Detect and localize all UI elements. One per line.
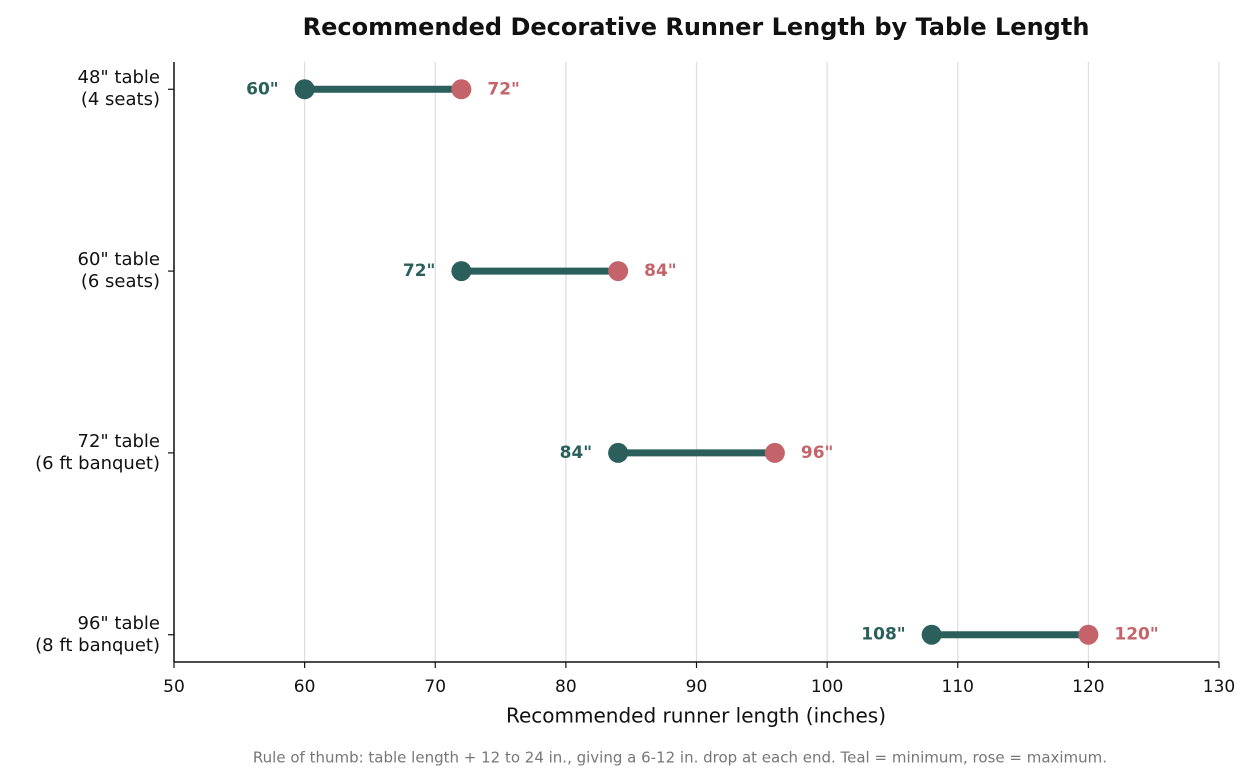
x-tick-label: 90 [686,677,708,697]
y-tick-label: 72" table (6 ft banquet) [35,430,160,474]
max-label: 96" [801,443,834,463]
footnote: Rule of thumb: table length + 12 to 24 i… [253,749,1107,767]
max-dot [608,261,629,282]
min-dot [451,261,472,282]
min-label: 84" [560,443,593,463]
x-tick-label: 100 [811,677,843,697]
chart-title: Recommended Decorative Runner Length by … [303,13,1090,41]
y-tick-label: 60" table (6 seats) [77,249,161,293]
max-label: 72" [487,79,520,99]
max-dot [1078,624,1099,645]
y-tick-label: 96" table (8 ft banquet) [35,612,160,656]
max-label: 84" [644,261,677,281]
min-dot [921,624,942,645]
x-tick-label: 60 [294,677,316,697]
y-tick-label: 48" table (4 seats) [77,67,161,111]
min-dot [294,79,315,100]
max-dot [764,442,785,463]
x-tick-label: 80 [555,677,577,697]
min-dot [608,442,629,463]
max-dot [451,79,472,100]
min-label: 60" [246,79,279,99]
x-tick-label: 50 [163,677,185,697]
x-axis-label: Recommended runner length (inches) [506,704,886,728]
x-tick-label: 70 [424,677,446,697]
x-tick-label: 120 [1072,677,1104,697]
min-label: 72" [403,261,436,281]
min-label: 108" [861,625,905,645]
x-tick-label: 110 [942,677,974,697]
max-label: 120" [1114,625,1158,645]
x-tick-label: 130 [1203,677,1235,697]
